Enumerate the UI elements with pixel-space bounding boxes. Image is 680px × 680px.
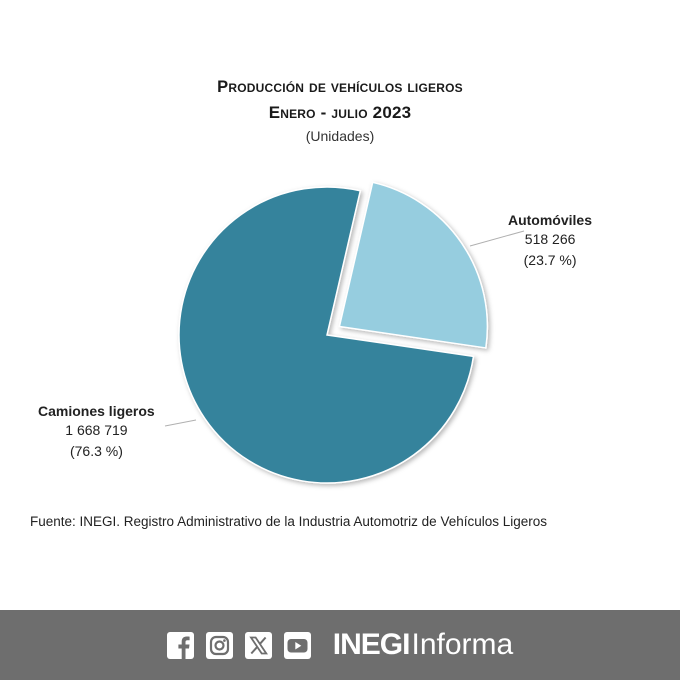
chart-title: Producción de vehículos ligeros: [217, 78, 463, 96]
youtube-icon[interactable]: [283, 631, 311, 659]
footer-bar: INEGI Informa: [0, 610, 680, 680]
slice-percent: (23.7 %): [524, 252, 577, 268]
source-note: Fuente: INEGI. Registro Administrativo d…: [30, 514, 548, 529]
brand-inegi: INEGI: [332, 628, 411, 661]
pie-slice-automoviles: [338, 181, 489, 349]
slice-percent: (76.3 %): [70, 443, 123, 459]
social-links: [166, 631, 311, 659]
chart-title-block: Producción de vehículos ligeros Enero - …: [0, 74, 680, 144]
slice-label: Camiones ligeros: [38, 403, 155, 419]
pie-chart: Automóviles 518 266 (23.7 %) Camiones liger…: [38, 181, 592, 484]
x-icon[interactable]: [244, 631, 272, 659]
facebook-icon[interactable]: [166, 631, 194, 659]
leader-line: [164, 419, 197, 427]
slice-value: 1 668 719: [65, 422, 127, 438]
slice-value: 518 266: [525, 231, 576, 247]
pie-slice-camiones-ligeros: [178, 186, 475, 484]
inegi-informa-logo: INEGI Informa: [333, 628, 513, 662]
instagram-icon[interactable]: [205, 631, 233, 659]
brand-informa: Informa: [411, 628, 514, 661]
leader-line: [469, 230, 525, 247]
chart-period: Enero - julio 2023: [268, 103, 412, 122]
chart-units: (Unidades): [305, 128, 375, 144]
slice-label: Automóviles: [508, 212, 592, 228]
